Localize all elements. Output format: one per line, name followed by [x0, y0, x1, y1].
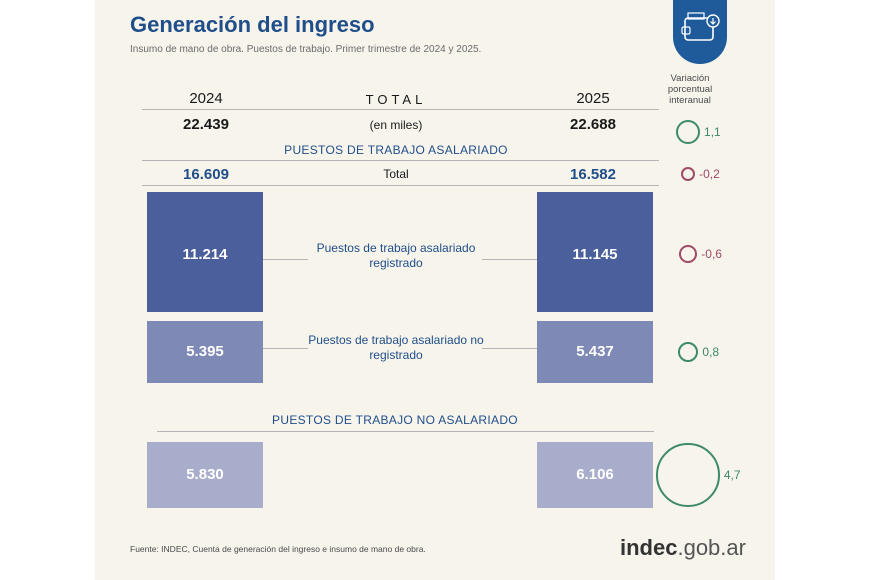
year-2025-header: 2025: [576, 90, 610, 107]
registrado-connector-right: [482, 259, 537, 260]
brand-bold: indec: [620, 535, 678, 560]
registrado-2024-bar: 11.214: [147, 192, 263, 312]
asalariado-total-2025: 16.582: [570, 166, 616, 183]
brand-rest: .gob.ar: [677, 535, 746, 560]
variation-ring-no-registrado: [677, 341, 699, 363]
variation-ring-asalariado: [680, 166, 696, 182]
source-note: Fuente: INDEC, Cuenta de generación del …: [130, 544, 426, 554]
registrado-label: Puestos de trabajo asalariado registrado: [316, 241, 476, 270]
no-asalariado-2025-value: 6.106: [576, 466, 614, 483]
total-header: TOTAL: [365, 92, 427, 107]
wallet-logo-badge: [673, 0, 727, 64]
variation-ring-total: [675, 119, 701, 145]
indec-brand: indec.gob.ar: [620, 535, 746, 561]
asalariado-total-label: Total: [383, 167, 409, 181]
registrado-connector-left: [263, 259, 308, 260]
asalariado-section-label: PUESTOS DE TRABAJO ASALARIADO: [284, 143, 508, 157]
no-registrado-connector-right: [482, 348, 537, 349]
no-registrado-label: Puestos de trabajo asalariado no registr…: [308, 333, 484, 362]
no-registrado-2024-value: 5.395: [186, 343, 224, 360]
variation-no-registrado-value: 0,8: [702, 345, 720, 359]
no-asalariado-divider: [157, 431, 654, 432]
asalariado-divider-bottom: [142, 185, 659, 186]
page-subtitle: Insumo de mano de obra. Puestos de traba…: [130, 44, 482, 55]
variation-registrado-value: -0,6: [701, 247, 722, 261]
registrado-2024-value: 11.214: [182, 246, 228, 263]
variation-total-value: 1,1: [704, 125, 721, 139]
asalariado-total-2024: 16.609: [183, 166, 229, 183]
variation-asalariado-value: -0,2: [699, 167, 720, 181]
no-asalariado-section-label: PUESTOS DE TRABAJO NO ASALARIADO: [272, 413, 518, 427]
total-2024-value: 22.439: [183, 116, 229, 133]
no-registrado-2025-value: 5.437: [576, 343, 614, 360]
wallet-icon: [681, 12, 720, 41]
variation-ring-registrado: [678, 244, 698, 264]
unit-label: (en miles): [369, 118, 423, 132]
registrado-2025-bar: 11.145: [537, 192, 653, 312]
no-asalariado-2024-value: 5.830: [186, 466, 224, 483]
registrado-2025-value: 11.145: [572, 246, 618, 263]
total-2025-value: 22.688: [570, 116, 616, 133]
no-registrado-2025-bar: 5.437: [537, 321, 653, 383]
variation-no-asalariado-value: 4,7: [723, 468, 741, 482]
asalariado-divider-top: [142, 160, 659, 161]
no-registrado-2024-bar: 5.395: [147, 321, 263, 383]
header-divider: [142, 109, 659, 110]
variation-ring-no-asalariado: [656, 443, 720, 507]
no-registrado-connector-left: [263, 348, 308, 349]
variation-header: Variación porcentual interanual: [667, 73, 713, 106]
no-asalariado-2025-bar: 6.106: [537, 442, 653, 508]
no-asalariado-2024-bar: 5.830: [147, 442, 263, 508]
year-2024-header: 2024: [189, 90, 223, 107]
page-title: Generación del ingreso: [130, 12, 375, 37]
